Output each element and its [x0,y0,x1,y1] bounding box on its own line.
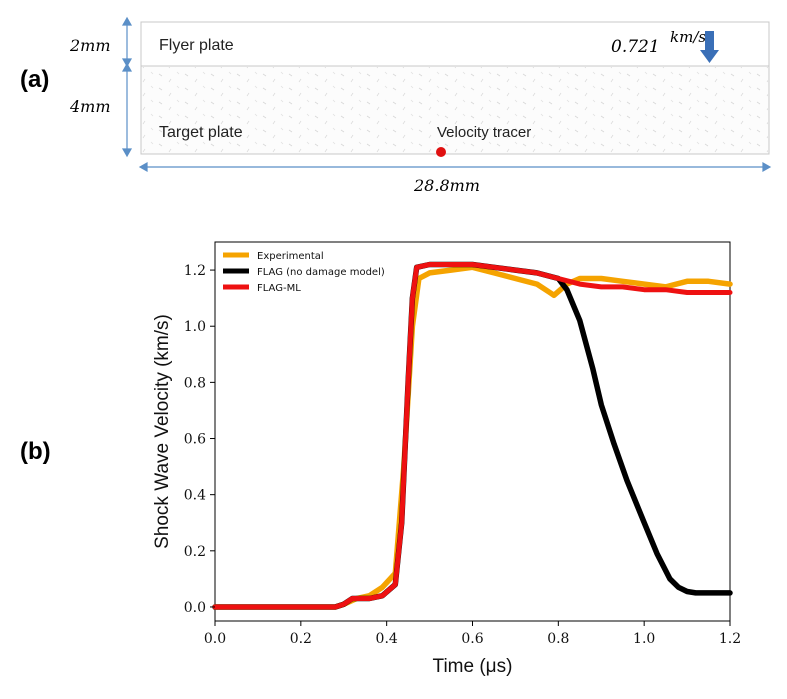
target-thickness-label: 4mm [69,97,111,116]
x-tick-label: 0.4 [376,631,398,647]
panel-label-a: (a) [20,66,50,93]
x-tick-label: 0.6 [461,631,483,647]
velocity-tracer-marker [436,147,446,157]
velocity-chart: 0.0 0.2 0.4 0.6 0.8 1.0 1.2 0.0 0.2 0.4 0.6 0.8 1.0 1… [152,241,741,677]
flyer-thickness-label: 2mm [69,36,111,55]
x-tick-label: 0.8 [547,631,569,647]
width-label: 28.8mm [413,176,480,195]
panel-label-b: (b) [20,438,51,465]
target-thickness-dimension [121,62,133,158]
y-axis-label: Shock Wave Velocity (km/s) [152,314,173,549]
x-tick-label: 0.0 [204,631,226,647]
y-tick-label: 0.6 [184,432,206,448]
series-line-2 [212,262,733,610]
target-plate-label: Target plate [159,124,243,141]
axes-layer: 0.0 0.2 0.4 0.6 0.8 1.0 1.2 0.0 0.2 0.4 0.6 0.8 1.0 1… [184,263,741,647]
x-axis-label: Time (μs) [433,656,513,677]
x-tick-label: 1.2 [719,631,741,647]
x-tick-label: 0.2 [290,631,312,647]
legend-entry: FLAG-ML [257,283,301,294]
velocity-arrow-icon [700,31,719,63]
velocity-value-label: 0.721 [611,37,660,57]
series-layer [212,261,733,610]
legend-entry: FLAG (no damage model) [257,267,385,278]
flyer-thickness-dimension [121,16,133,68]
tracer-label: Velocity tracer [437,124,531,141]
y-tick-label: 0.4 [184,488,206,504]
target-plate-texture [142,67,768,153]
width-dimension [138,161,772,173]
velocity-unit-label: km/s [670,28,706,46]
series-line-0 [212,264,733,610]
legend-entry: Experimental [257,251,324,262]
plot-area [214,241,731,622]
plot-frame [214,241,731,622]
flyer-plate-label: Flyer plate [159,37,234,54]
y-tick-label: 1.2 [184,263,206,279]
y-tick-label: 0.8 [184,375,206,391]
y-tick-label: 1.0 [184,319,206,335]
y-tick-label: 0.0 [184,600,206,616]
plate-diagram: 2mm 4mm 28.8mm Flyer plate Target plate … [69,16,772,195]
x-tick-label: 1.0 [633,631,655,647]
legend: Experimental FLAG (no damage model) FLAG-M… [223,251,385,294]
y-tick-label: 0.2 [184,544,206,560]
